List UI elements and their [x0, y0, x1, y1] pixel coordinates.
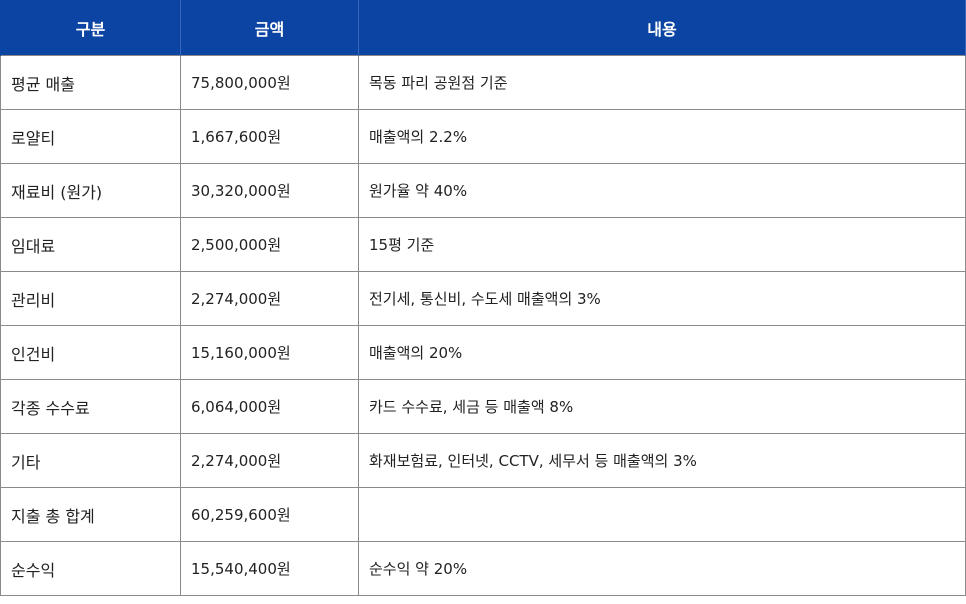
table-row: 평균 매출 75,800,000원 목동 파리 공원점 기준: [0, 55, 966, 110]
row-amount: 2,274,000원: [180, 271, 359, 326]
row-content: 목동 파리 공원점 기준: [358, 55, 966, 110]
row-category: 인건비: [0, 325, 181, 380]
row-category: 재료비 (원가): [0, 163, 181, 218]
table-row: 각종 수수료 6,064,000원 카드 수수료, 세금 등 매출액 8%: [0, 379, 966, 434]
row-amount: 15,540,400원: [180, 541, 359, 596]
row-content: 전기세, 통신비, 수도세 매출액의 3%: [358, 271, 966, 326]
row-category: 순수익: [0, 541, 181, 596]
row-amount: 30,320,000원: [180, 163, 359, 218]
row-content: 카드 수수료, 세금 등 매출액 8%: [358, 379, 966, 434]
row-amount: 15,160,000원: [180, 325, 359, 380]
table-row: 기타 2,274,000원 화재보험료, 인터넷, CCTV, 세무서 등 매출…: [0, 433, 966, 488]
row-content: 화재보험료, 인터넷, CCTV, 세무서 등 매출액의 3%: [358, 433, 966, 488]
row-content: 원가율 약 40%: [358, 163, 966, 218]
row-content: [358, 487, 966, 542]
row-category: 로얄티: [0, 109, 181, 164]
row-category: 관리비: [0, 271, 181, 326]
row-content: 15평 기준: [358, 217, 966, 272]
row-amount: 75,800,000원: [180, 55, 359, 110]
row-amount: 1,667,600원: [180, 109, 359, 164]
row-category: 평균 매출: [0, 55, 181, 110]
table-row: 임대료 2,500,000원 15평 기준: [0, 217, 966, 272]
table-body: 평균 매출 75,800,000원 목동 파리 공원점 기준 로얄티 1,667…: [0, 55, 966, 596]
row-content: 매출액의 20%: [358, 325, 966, 380]
table-row: 관리비 2,274,000원 전기세, 통신비, 수도세 매출액의 3%: [0, 271, 966, 326]
table-row: 인건비 15,160,000원 매출액의 20%: [0, 325, 966, 380]
row-category: 기타: [0, 433, 181, 488]
header-content: 내용: [358, 0, 966, 56]
row-amount: 60,259,600원: [180, 487, 359, 542]
row-content: 순수익 약 20%: [358, 541, 966, 596]
table-header: 구분 금액 내용: [0, 0, 966, 56]
table-row: 로얄티 1,667,600원 매출액의 2.2%: [0, 109, 966, 164]
row-category: 지출 총 합계: [0, 487, 181, 542]
header-category: 구분: [0, 0, 181, 56]
header-amount: 금액: [180, 0, 359, 56]
table-row: 재료비 (원가) 30,320,000원 원가율 약 40%: [0, 163, 966, 218]
row-category: 각종 수수료: [0, 379, 181, 434]
table-row: 지출 총 합계 60,259,600원: [0, 487, 966, 542]
table-row: 순수익 15,540,400원 순수익 약 20%: [0, 541, 966, 596]
row-category: 임대료: [0, 217, 181, 272]
row-amount: 2,274,000원: [180, 433, 359, 488]
row-amount: 6,064,000원: [180, 379, 359, 434]
row-content: 매출액의 2.2%: [358, 109, 966, 164]
header-row: 구분 금액 내용: [0, 0, 966, 56]
row-amount: 2,500,000원: [180, 217, 359, 272]
